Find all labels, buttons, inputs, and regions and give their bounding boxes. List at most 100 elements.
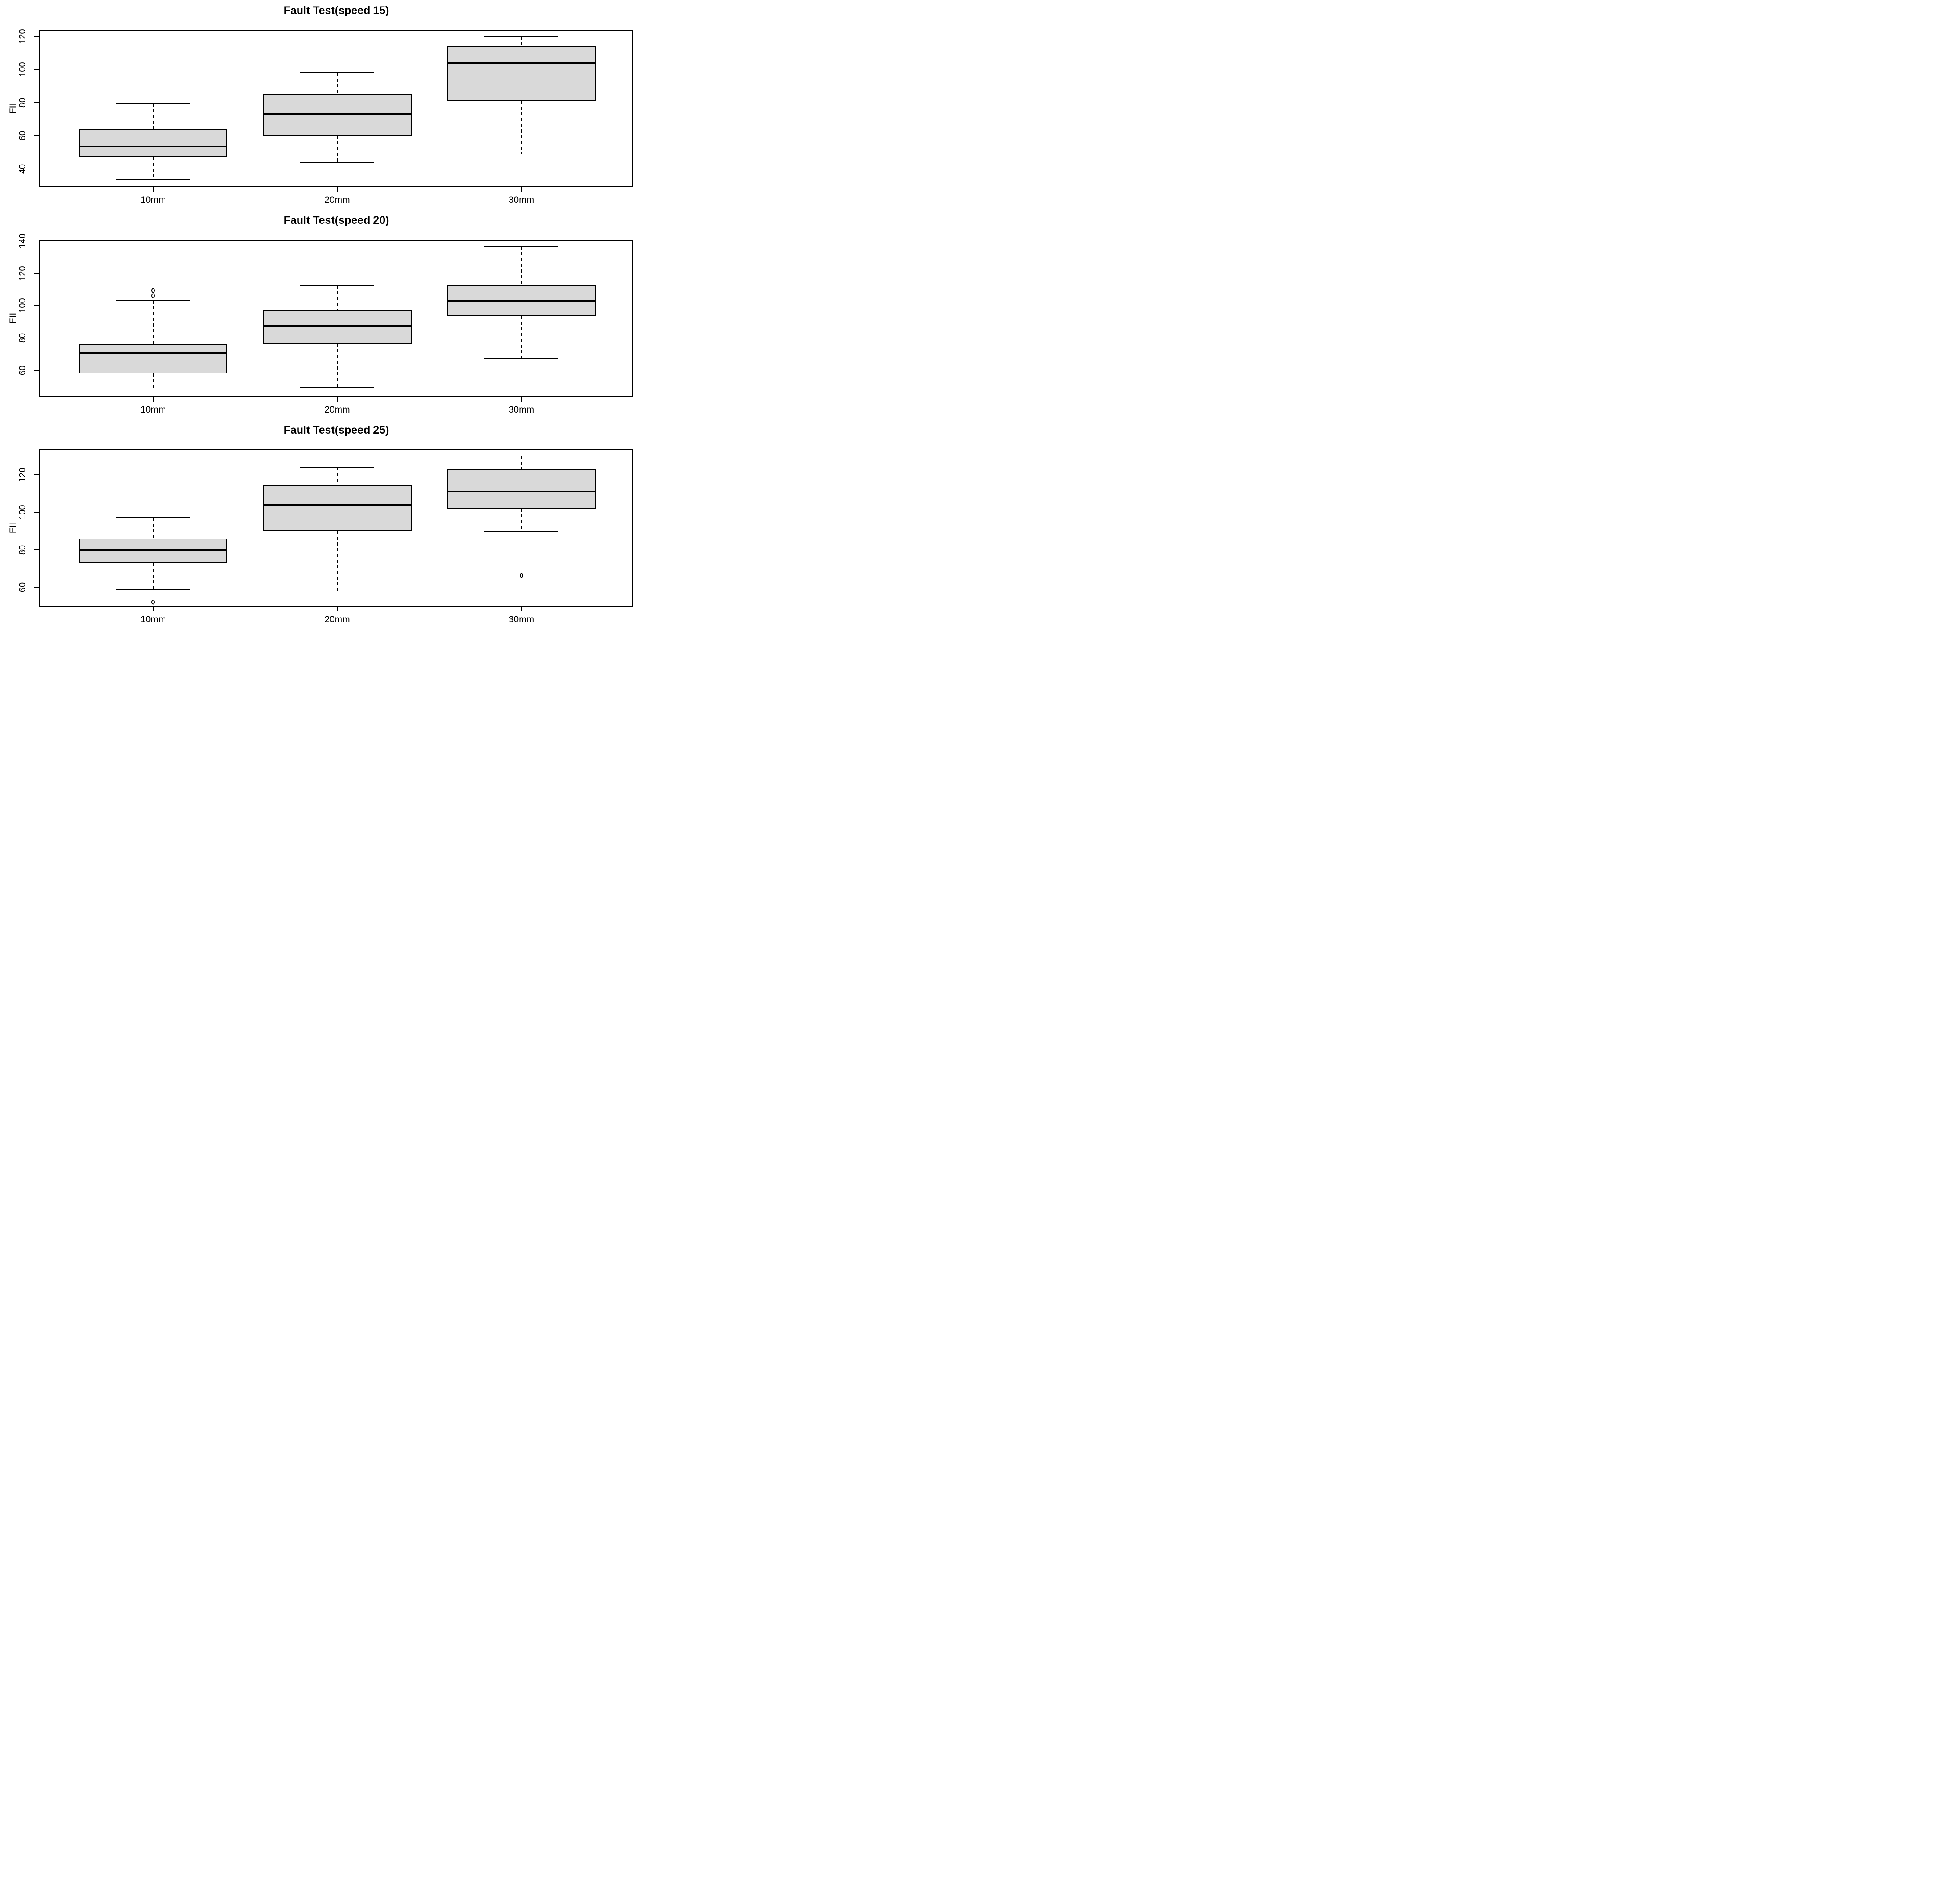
upper-whisker-30mm (521, 247, 522, 285)
y-tick-mark (34, 370, 39, 371)
upper-whisker-20mm (337, 72, 338, 94)
x-tick-mark (521, 187, 522, 192)
y-tick-mark (34, 135, 39, 136)
iqr-box-10mm (79, 343, 228, 373)
min-cap-30mm (484, 357, 559, 359)
lower-whisker-30mm (521, 316, 522, 358)
iqr-box-30mm (447, 469, 596, 509)
max-cap-20mm (300, 285, 375, 286)
y-tick-label: 120 (18, 266, 28, 281)
plot-area: FII 40 60 80 100 120 10mm 20mm 30mm (8, 29, 633, 205)
x-tick-mark (337, 607, 338, 611)
y-tick-label: 80 (18, 545, 28, 555)
y-axis-label: FII (8, 312, 18, 324)
x-tick-label-10mm: 10mm (140, 405, 166, 415)
y-tick-label: 80 (18, 333, 28, 343)
upper-whisker-30mm (521, 456, 522, 470)
y-tick-mark (34, 102, 39, 103)
lower-whisker-30mm (521, 101, 522, 154)
upper-whisker-20mm (337, 285, 338, 310)
y-tick-label: 100 (18, 298, 28, 313)
panel-fault-test-speed-15: Fault Test(speed 15) FII 40 60 80 100 120 10m… (0, 0, 653, 210)
y-tick-label: 60 (18, 582, 28, 593)
y-tick-label: 120 (18, 29, 28, 44)
y-tick-label: 40 (18, 164, 28, 174)
y-tick-mark (34, 305, 39, 306)
x-tick-label-30mm: 30mm (508, 195, 535, 205)
y-tick-label: 60 (18, 365, 28, 375)
lower-whisker-10mm (153, 563, 154, 589)
boxplot-figure: Fault Test(speed 15) FII 40 60 80 100 120 10m… (0, 0, 653, 629)
outlier-point-30mm (519, 573, 523, 578)
panel-title: Fault Test(speed 20) (284, 214, 389, 226)
y-tick-label: 60 (18, 131, 28, 141)
upper-whisker-20mm (337, 467, 338, 485)
median-line-10mm (79, 145, 228, 147)
plot-area: FII 60 80 100 120 140 10mm 20mm 30mm (8, 234, 633, 415)
x-tick-mark (153, 607, 154, 611)
y-tick-mark (34, 36, 39, 37)
iqr-box-30mm (447, 46, 596, 101)
x-tick-mark (337, 187, 338, 192)
outlier-point-10mm (151, 288, 155, 293)
x-tick-label-30mm: 30mm (508, 614, 535, 625)
x-tick-label-30mm: 30mm (508, 405, 535, 415)
lower-whisker-20mm (337, 136, 338, 162)
median-line-30mm (447, 491, 596, 493)
panel-fault-test-speed-25: Fault Test(speed 25) FII 60 80 100 120 10mm 2… (0, 420, 653, 629)
min-cap-10mm (116, 179, 190, 180)
y-tick-mark (34, 273, 39, 274)
y-tick-label: 100 (18, 62, 28, 77)
median-line-20mm (263, 113, 412, 115)
y-tick-label: 140 (18, 233, 28, 249)
x-tick-mark (521, 397, 522, 402)
x-tick-label-10mm: 10mm (140, 614, 166, 625)
median-line-10mm (79, 352, 228, 354)
x-tick-label-20mm: 20mm (324, 195, 350, 205)
panel-title: Fault Test(speed 25) (284, 424, 389, 436)
max-cap-10mm (116, 300, 190, 302)
panel-title: Fault Test(speed 15) (284, 4, 389, 17)
x-tick-label-10mm: 10mm (140, 195, 166, 205)
max-cap-20mm (300, 72, 375, 73)
upper-whisker-10mm (153, 518, 154, 539)
upper-whisker-10mm (153, 301, 154, 344)
upper-whisker-30mm (521, 36, 522, 47)
y-tick-label: 100 (18, 505, 28, 520)
plot-area: FII 60 80 100 120 10mm 20mm 30mm (8, 449, 633, 625)
max-cap-30mm (484, 246, 559, 248)
lower-whisker-10mm (153, 157, 154, 180)
y-tick-mark (34, 549, 39, 550)
y-tick-mark (34, 69, 39, 70)
iqr-box-10mm (79, 129, 228, 158)
x-tick-mark (521, 607, 522, 611)
outlier-point-10mm (151, 293, 155, 298)
max-cap-30mm (484, 36, 559, 37)
y-tick-label: 80 (18, 97, 28, 108)
max-cap-10mm (116, 517, 190, 519)
min-cap-30mm (484, 531, 559, 532)
iqr-box-20mm (263, 485, 412, 532)
median-line-10mm (79, 549, 228, 551)
y-tick-mark (34, 474, 39, 475)
lower-whisker-20mm (337, 343, 338, 388)
y-axis-label: FII (8, 522, 18, 534)
y-axis-label: FII (8, 103, 18, 114)
outlier-point-10mm (151, 600, 155, 605)
upper-whisker-10mm (153, 103, 154, 129)
median-line-30mm (447, 300, 596, 302)
x-tick-mark (153, 397, 154, 402)
median-line-20mm (263, 325, 412, 327)
iqr-box-10mm (79, 539, 228, 563)
min-cap-10mm (116, 589, 190, 590)
y-tick-mark (34, 587, 39, 588)
x-tick-label-20mm: 20mm (324, 614, 350, 625)
max-cap-20mm (300, 467, 375, 468)
min-cap-20mm (300, 387, 375, 388)
panel-fault-test-speed-20: Fault Test(speed 20) FII 60 80 100 120 140 10… (0, 210, 653, 420)
y-tick-mark (34, 512, 39, 513)
min-cap-20mm (300, 162, 375, 163)
lower-whisker-30mm (521, 508, 522, 532)
max-cap-10mm (116, 103, 190, 104)
lower-whisker-20mm (337, 531, 338, 593)
